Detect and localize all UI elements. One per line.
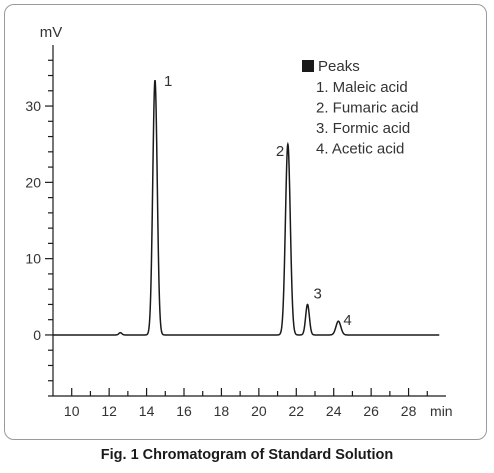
y-tick-label: 30 <box>25 98 41 114</box>
legend-entry: 3. Formic acid <box>316 120 410 137</box>
x-tick-label: 28 <box>401 403 417 419</box>
peak-labels: 1 2 3 4 <box>164 73 352 329</box>
peak-label: 3 <box>314 285 322 302</box>
legend-entry: 1. Maleic acid <box>316 79 408 96</box>
figure-caption: Fig. 1 Chromatogram of Standard Solution <box>100 447 394 463</box>
y-tick-label: 20 <box>25 174 41 190</box>
chromatogram-trace <box>53 79 440 336</box>
x-tick-label: 20 <box>251 403 267 419</box>
x-tick-label: 14 <box>139 403 155 419</box>
trace-layer <box>53 79 440 336</box>
y-tick-label: 10 <box>25 251 41 267</box>
legend-marker <box>302 60 314 72</box>
figure-frame <box>4 4 487 440</box>
x-tick-label: 12 <box>101 403 117 419</box>
x-tick-label: 26 <box>363 403 379 419</box>
y-tick-label: 0 <box>33 327 41 343</box>
peak-label: 4 <box>343 312 351 329</box>
peak-label: 1 <box>164 73 172 90</box>
x-tick-label: 16 <box>176 403 192 419</box>
legend: Peaks 1. Maleic acid 2. Fumaric acid 3. For… <box>302 58 419 158</box>
legend-entry: 4. Acetic acid <box>316 141 404 158</box>
x-tick-label: 18 <box>214 403 230 419</box>
x-tick-label: 22 <box>288 403 304 419</box>
x-tick-label: 10 <box>64 403 80 419</box>
legend-entry: 2. Fumaric acid <box>316 100 419 117</box>
x-axis-label: min <box>430 403 453 419</box>
y-axis-label: mV <box>40 24 63 41</box>
legend-title: Peaks <box>318 58 360 75</box>
peak-label: 2 <box>276 143 284 160</box>
x-tick-label: 24 <box>326 403 342 419</box>
